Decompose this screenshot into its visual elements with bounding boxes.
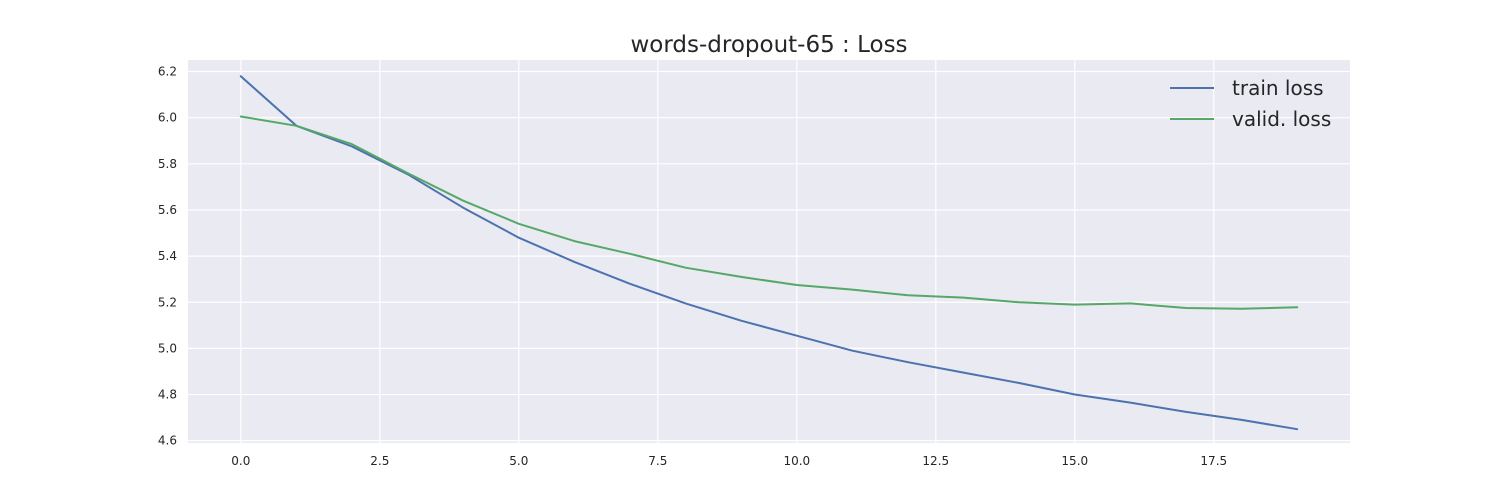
legend: train loss valid. loss xyxy=(1170,76,1331,131)
y-axis-ticks: 4.6 4.8 5.0 5.2 5.4 5.6 5.8 6.0 6.2 xyxy=(158,65,177,448)
series-line-2 xyxy=(239,115,1299,310)
y-tick-label: 4.8 xyxy=(158,388,177,402)
y-tick-label: 5.2 xyxy=(158,295,177,309)
x-tick-label: 7.5 xyxy=(648,454,667,468)
y-tick-label: 5.0 xyxy=(158,341,177,355)
x-tick-label: 17.5 xyxy=(1200,454,1227,468)
legend-label: valid. loss xyxy=(1232,107,1331,131)
x-tick-label: 0.0 xyxy=(231,454,250,468)
y-tick-label: 6.2 xyxy=(158,65,177,79)
y-tick-label: 4.6 xyxy=(158,434,177,448)
legend-label: train loss xyxy=(1232,76,1324,100)
grid-lines xyxy=(188,60,1350,443)
x-tick-label: 5.0 xyxy=(509,454,528,468)
x-tick-label: 2.5 xyxy=(370,454,389,468)
x-tick-label: 15.0 xyxy=(1061,454,1088,468)
y-tick-label: 5.8 xyxy=(158,157,177,171)
y-tick-label: 5.6 xyxy=(158,203,177,217)
x-tick-label: 12.5 xyxy=(922,454,949,468)
x-axis-ticks: 0.0 2.5 5.0 7.5 10.0 12.5 15.0 17.5 xyxy=(231,454,1227,468)
y-tick-label: 6.0 xyxy=(158,111,177,125)
chart-title: words-dropout-65 : Loss xyxy=(630,32,907,58)
x-tick-label: 10.0 xyxy=(783,454,810,468)
plot-area xyxy=(188,60,1350,443)
series-lines xyxy=(239,75,1299,431)
y-tick-label: 5.4 xyxy=(158,249,177,263)
series-line-1 xyxy=(239,75,1299,431)
